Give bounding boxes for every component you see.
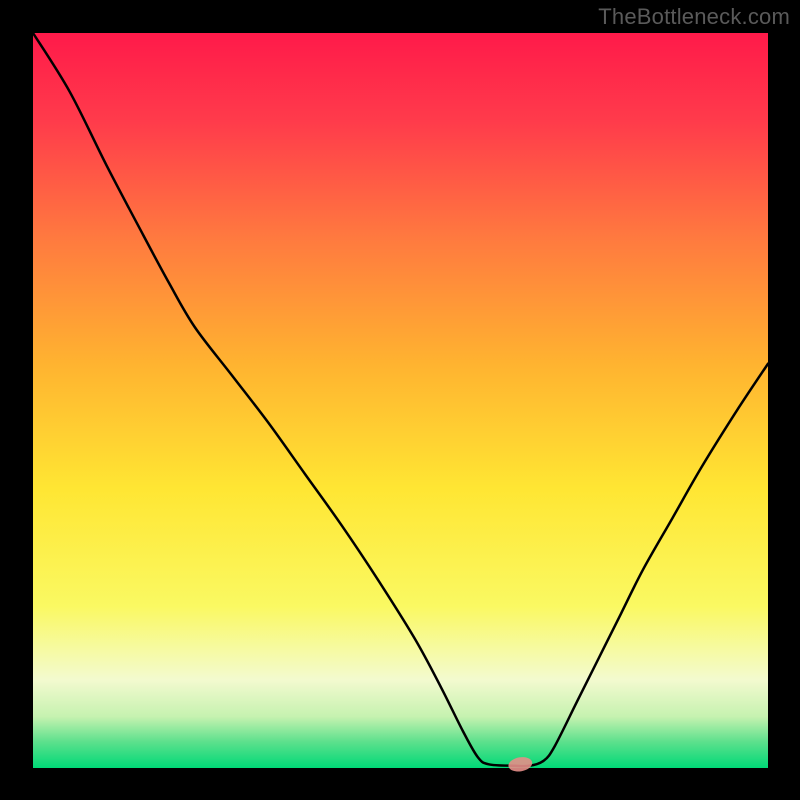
bottleneck-chart: [0, 0, 800, 800]
watermark-text: TheBottleneck.com: [598, 4, 790, 30]
chart-plot-area: [33, 33, 768, 768]
